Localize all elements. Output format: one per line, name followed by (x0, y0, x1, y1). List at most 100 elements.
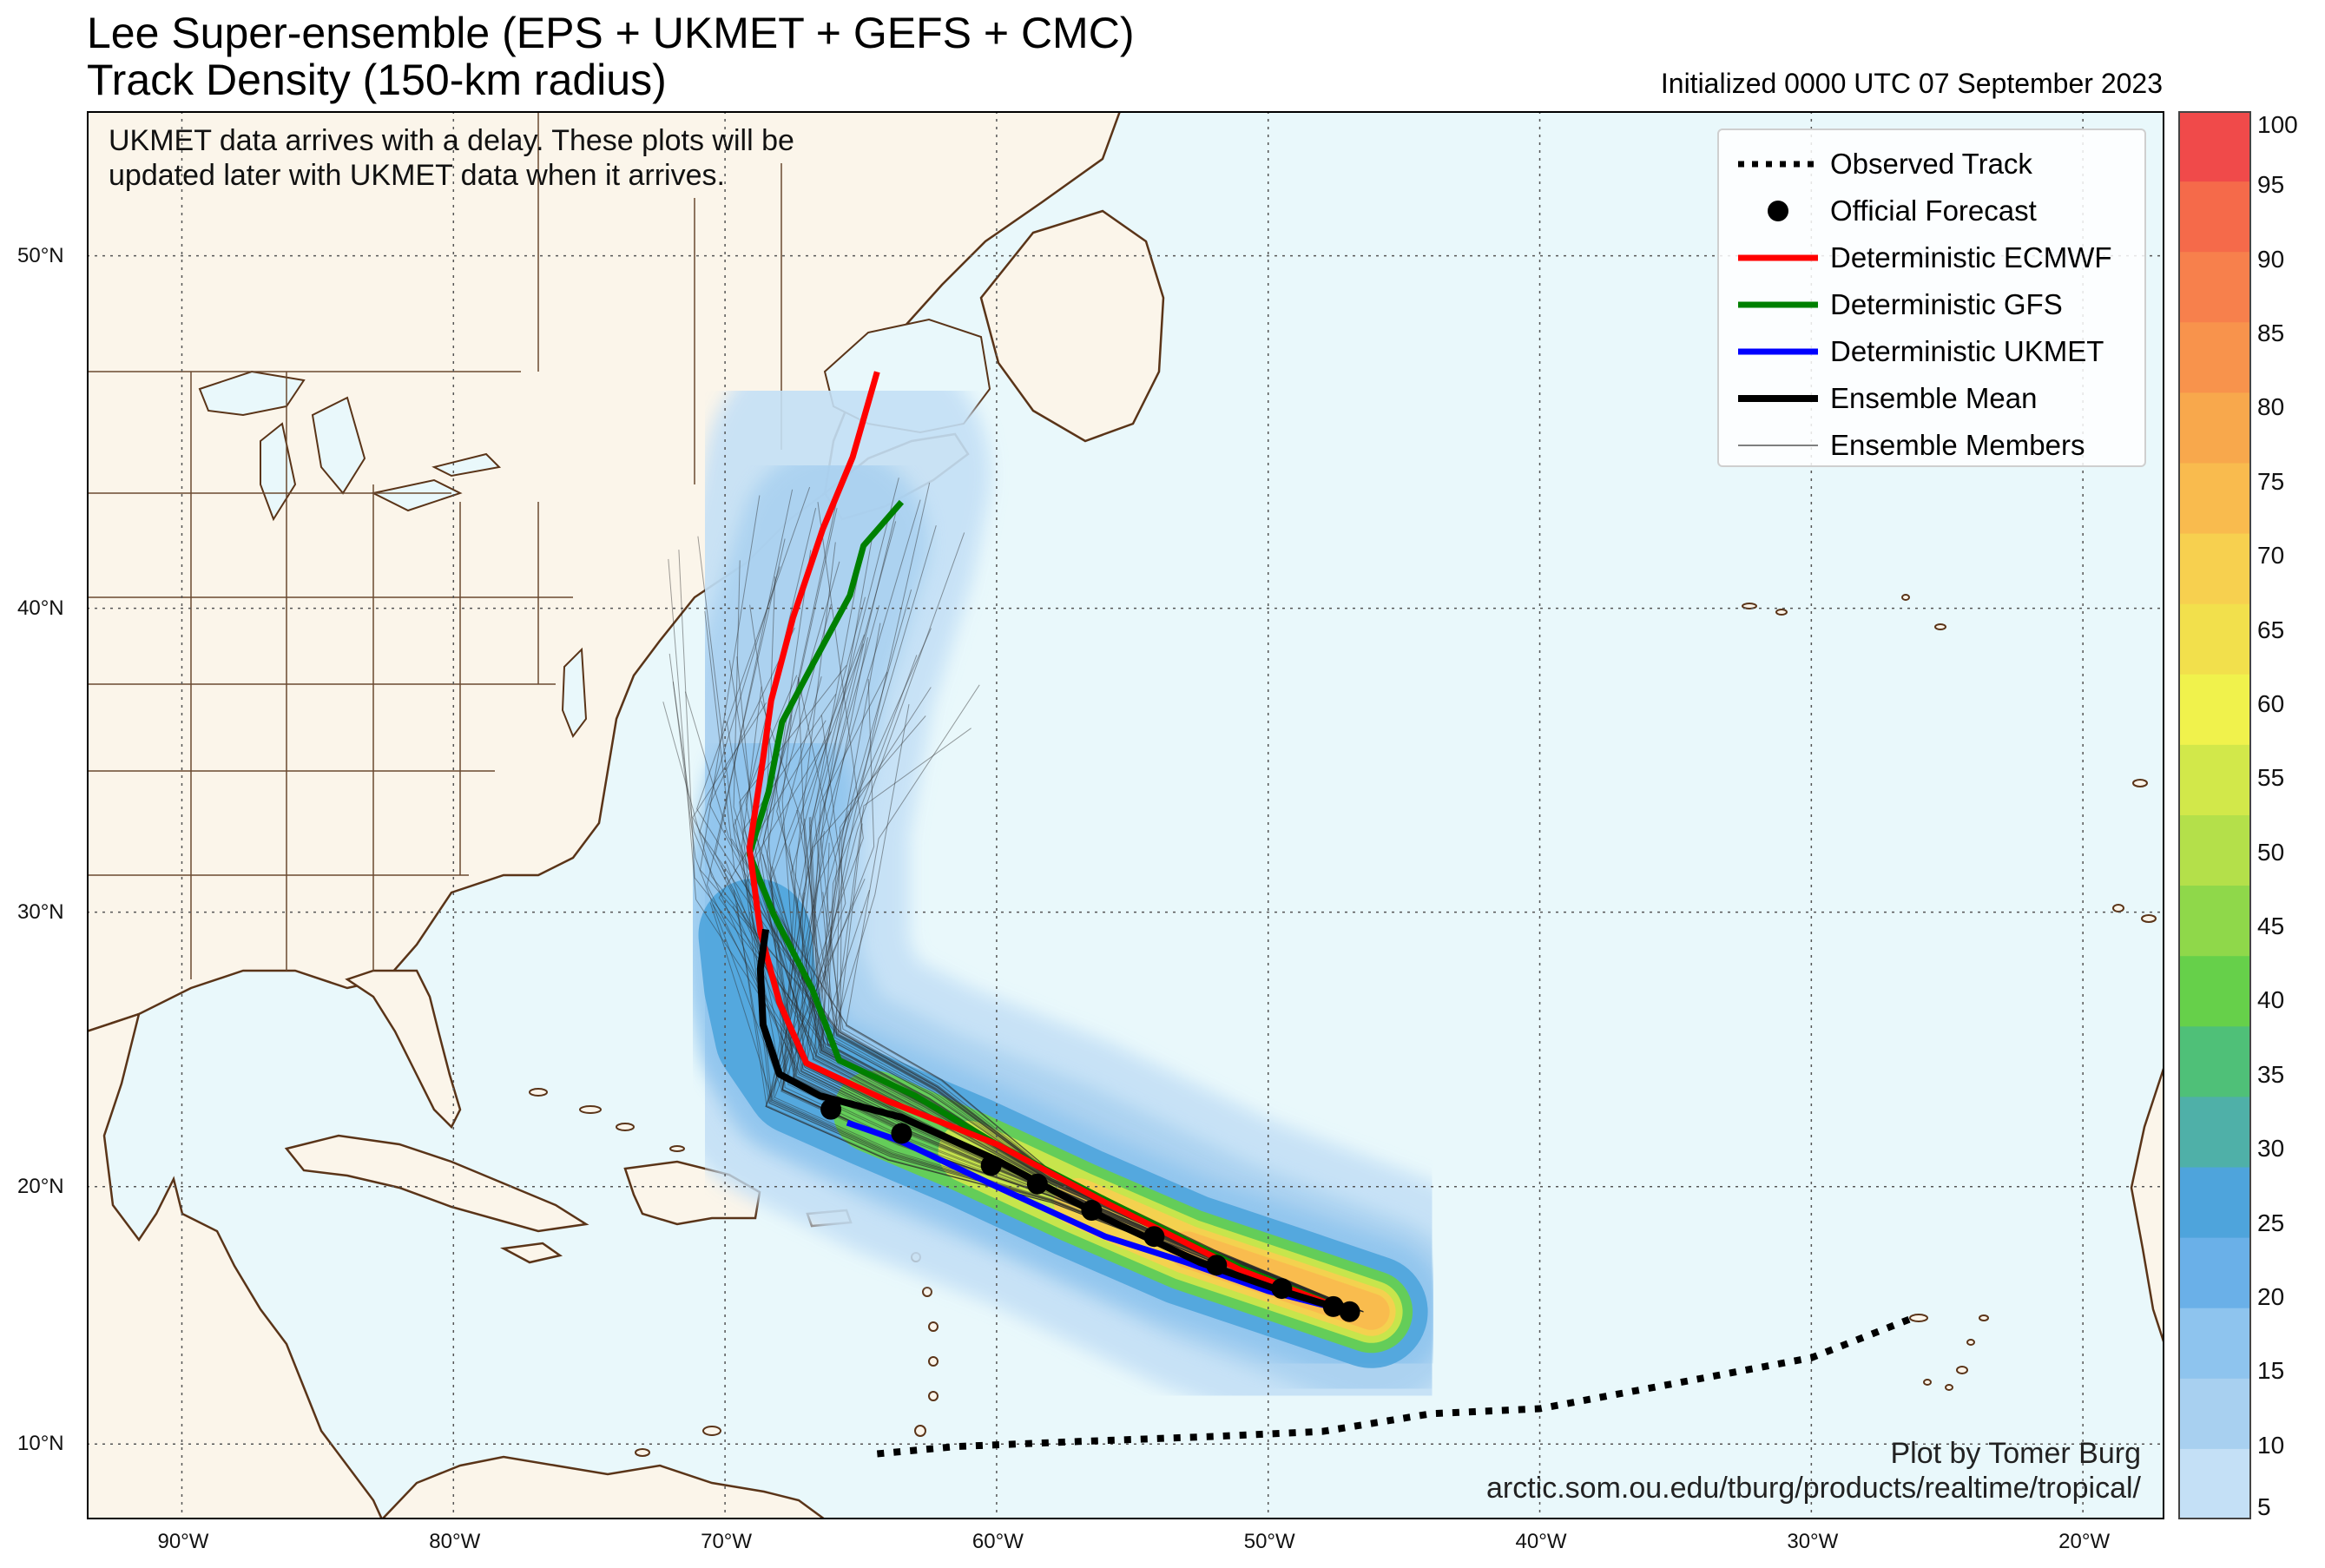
lon-label: 70°W (701, 1530, 753, 1553)
colorbar-segment (2178, 252, 2251, 323)
ukmet-note: UKMET data arrives with a delay. These p… (109, 123, 794, 193)
lon-label: 40°W (1515, 1530, 1567, 1553)
legend-ukmet: Deterministic UKMET (1719, 328, 2144, 375)
gridlines (87, 111, 2164, 1519)
legend-gfs-label: Deterministic GFS (1830, 288, 2063, 320)
lon-label: 90°W (157, 1530, 209, 1553)
ensemble-member-track (837, 823, 1364, 1313)
colorbar-tick-label: 5 (2257, 1493, 2271, 1520)
legend-official-key (1768, 201, 1788, 221)
legend-mean-key (1738, 395, 1818, 402)
ensemble-member-track (845, 684, 1364, 1313)
legend-mean-label: Ensemble Mean (1830, 382, 2038, 414)
chart-title: Lee Super-ensemble (EPS + UKMET + GEFS +… (87, 9, 1135, 57)
legend-ecmwf: Deterministic ECMWF (1719, 234, 2144, 281)
initialized-label: Initialized 0000 UTC 07 September 2023 (1660, 68, 2163, 99)
colorbar-tick-label: 10 (2257, 1431, 2285, 1459)
legend: Observed Track Official Forecast Determi… (1717, 128, 2146, 467)
colorbar-tick-label: 20 (2257, 1282, 2285, 1310)
lon-label: 20°W (2058, 1530, 2111, 1553)
land-newfoundland (979, 209, 1165, 443)
legend-members-key (1738, 445, 1818, 446)
colorbar-segment (2178, 1097, 2251, 1168)
colorbar-tick-label: 30 (2257, 1135, 2285, 1163)
colorbar-segment (2178, 1026, 2251, 1097)
colorbar-segment (2178, 674, 2251, 746)
observed-track (873, 1315, 1911, 1458)
colorbar-tick-label: 95 (2257, 171, 2285, 199)
official-forecast-point (1271, 1278, 1293, 1300)
land-cuba (284, 1134, 589, 1233)
official-forecast-point (1143, 1226, 1165, 1248)
state-borders (87, 111, 782, 979)
colorbar-segment (2178, 956, 2251, 1027)
colorbar-tick-label: 90 (2257, 245, 2285, 273)
colorbar-segment (2178, 463, 2251, 535)
colorbar-segment (2178, 815, 2251, 886)
colorbar-tick-label: 55 (2257, 764, 2285, 792)
lat-label: 30°N (17, 899, 64, 924)
colorbar-segment (2178, 1308, 2251, 1380)
legend-ecmwf-key (1738, 254, 1818, 261)
colorbar-tick-label: 85 (2257, 320, 2285, 347)
legend-observed-label: Observed Track (1830, 148, 2032, 180)
chart-subtitle: Track Density (150-km radius) (87, 56, 667, 104)
credit-url: arctic.som.ou.edu/tburg/products/realtim… (1485, 1472, 2141, 1505)
legend-members-label: Ensemble Members (1830, 429, 2085, 461)
land-florida (345, 969, 462, 1130)
legend-gfs: Deterministic GFS (1719, 281, 2144, 328)
colorbar-segment (2178, 886, 2251, 957)
lat-label: 50°N (17, 243, 64, 267)
land-africa (2130, 1065, 2164, 1345)
lon-label: 80°W (429, 1530, 481, 1553)
official-forecast-point (1322, 1295, 1344, 1317)
land-central-america (87, 1012, 384, 1519)
colorbar-tick-label: 40 (2257, 986, 2285, 1014)
colorbar-tick-label: 35 (2257, 1060, 2285, 1088)
official-forecast-point (1081, 1200, 1103, 1222)
land-jamaica (499, 1242, 563, 1264)
note-line-2: updated later with UKMET data when it ar… (109, 159, 725, 192)
colorbar-segment (2178, 1448, 2251, 1519)
colorbar-tick-label: 65 (2257, 616, 2285, 643)
colorbar-tick-label: 45 (2257, 912, 2285, 940)
legend-observed-key (1738, 161, 1818, 168)
legend-official-label: Official Forecast (1830, 194, 2037, 227)
lon-label: 50°W (1243, 1530, 1295, 1553)
colorbar (2178, 111, 2251, 1519)
ensemble-member-track (796, 809, 1364, 1313)
lon-label: 30°W (1787, 1530, 1839, 1553)
land-south-america (380, 1455, 827, 1519)
credit-author: Plot by Tomer Burg (1890, 1437, 2141, 1470)
chesapeake-bay (561, 647, 588, 739)
colorbar-tick-label: 80 (2257, 393, 2285, 421)
colorbar-tick-label: 70 (2257, 542, 2285, 570)
colorbar-segment (2178, 322, 2251, 393)
colorbar-frame (2178, 111, 2251, 1519)
legend-ecmwf-label: Deterministic ECMWF (1830, 241, 2112, 273)
ensemble-member-track (731, 838, 1364, 1313)
official-forecast-point (1206, 1255, 1228, 1276)
colorbar-segment (2178, 111, 2251, 182)
lat-label: 10°N (17, 1432, 64, 1456)
legend-gfs-key (1738, 301, 1818, 308)
colorbar-segment (2178, 744, 2251, 816)
lat-label: 20°N (17, 1174, 64, 1198)
note-line-1: UKMET data arrives with a delay. These p… (109, 124, 794, 157)
colorbar-tick-label: 75 (2257, 467, 2285, 495)
legend-observed: Observed Track (1719, 141, 2144, 188)
colorbar-segment (2178, 1378, 2251, 1450)
colorbar-segment (2178, 533, 2251, 605)
ensemble-member-track (820, 499, 1364, 1313)
official-forecast-point (1339, 1301, 1360, 1322)
official-forecast-point (820, 1098, 842, 1120)
ensemble-member-track (684, 691, 1364, 1313)
colorbar-segment (2178, 1167, 2251, 1239)
colorbar-tick-label: 50 (2257, 838, 2285, 866)
official-forecast-point (1026, 1173, 1048, 1195)
legend-official: Official Forecast (1719, 188, 2144, 234)
ensemble-member-track (822, 892, 1364, 1313)
legend-ukmet-label: Deterministic UKMET (1830, 335, 2104, 367)
colorbar-segment (2178, 603, 2251, 675)
legend-ukmet-key (1738, 348, 1818, 355)
